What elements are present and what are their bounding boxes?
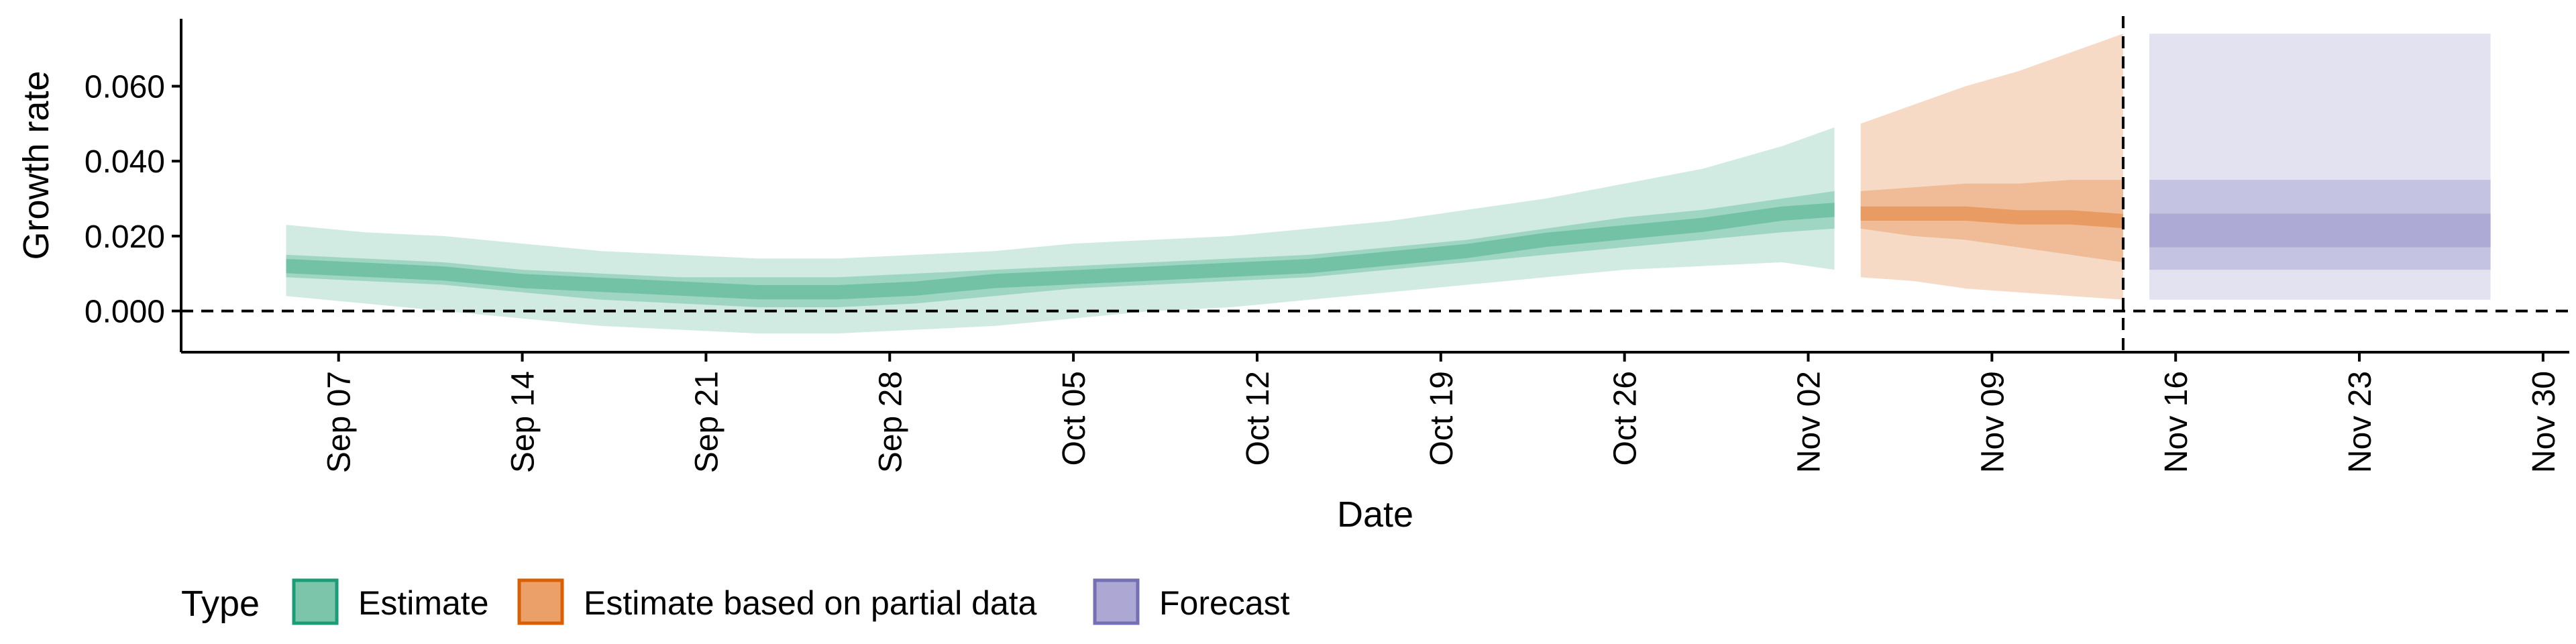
legend-label-2: Estimate based on partial data: [584, 584, 1037, 622]
uncertainty-bands: [286, 34, 2491, 334]
band-inner-series-2: [2149, 213, 2491, 248]
median-ribbon-series-1: [1860, 206, 2123, 229]
x-tick-label: Sep 14: [506, 371, 541, 473]
y-axis-title: Growth rate: [16, 70, 56, 260]
x-tick-label: Sep 21: [689, 371, 724, 473]
y-tick-label: 0.000: [85, 294, 165, 330]
x-axis-title: Date: [1337, 494, 1413, 535]
y-tick-label: 0.060: [85, 70, 165, 105]
legend: Type Estimate Estimate based on partial d…: [181, 578, 1290, 625]
y-tick-label: 0.020: [85, 219, 165, 255]
x-tick-label: Oct 26: [1608, 371, 1644, 466]
legend-title: Type: [181, 584, 260, 624]
legend-label-3: Forecast: [1159, 584, 1290, 622]
x-tick-label: Nov 23: [2343, 371, 2378, 473]
x-tick-label: Nov 02: [1791, 371, 1827, 473]
band-outer-series-1: [1860, 34, 2123, 300]
y-tick-label: 0.040: [85, 144, 165, 180]
x-tick-label: Oct 12: [1240, 371, 1276, 466]
x-axis-ticks: Sep 07 Sep 14 Sep 21 Sep 28 Oct 05 Oct 12 Oct …: [322, 352, 2562, 473]
y-axis-ticks: 0.000 0.020 0.040 0.060: [85, 70, 181, 330]
band-mid-series-0: [286, 191, 1835, 307]
median-ribbon-series-0: [286, 203, 1835, 300]
x-tick-label: Oct 05: [1057, 371, 1092, 466]
legend-key-1: [292, 578, 339, 625]
x-tick-label: Sep 07: [322, 371, 358, 473]
legend-label-1: Estimate: [358, 584, 489, 622]
x-tick-label: Nov 30: [2526, 371, 2562, 473]
legend-key-2: [517, 578, 564, 625]
x-tick-label: Nov 16: [2159, 371, 2194, 473]
x-tick-label: Sep 28: [873, 371, 908, 473]
x-tick-label: Oct 19: [1424, 371, 1460, 466]
legend-key-3: [1093, 578, 1140, 625]
x-tick-label: Nov 09: [1975, 371, 2010, 473]
